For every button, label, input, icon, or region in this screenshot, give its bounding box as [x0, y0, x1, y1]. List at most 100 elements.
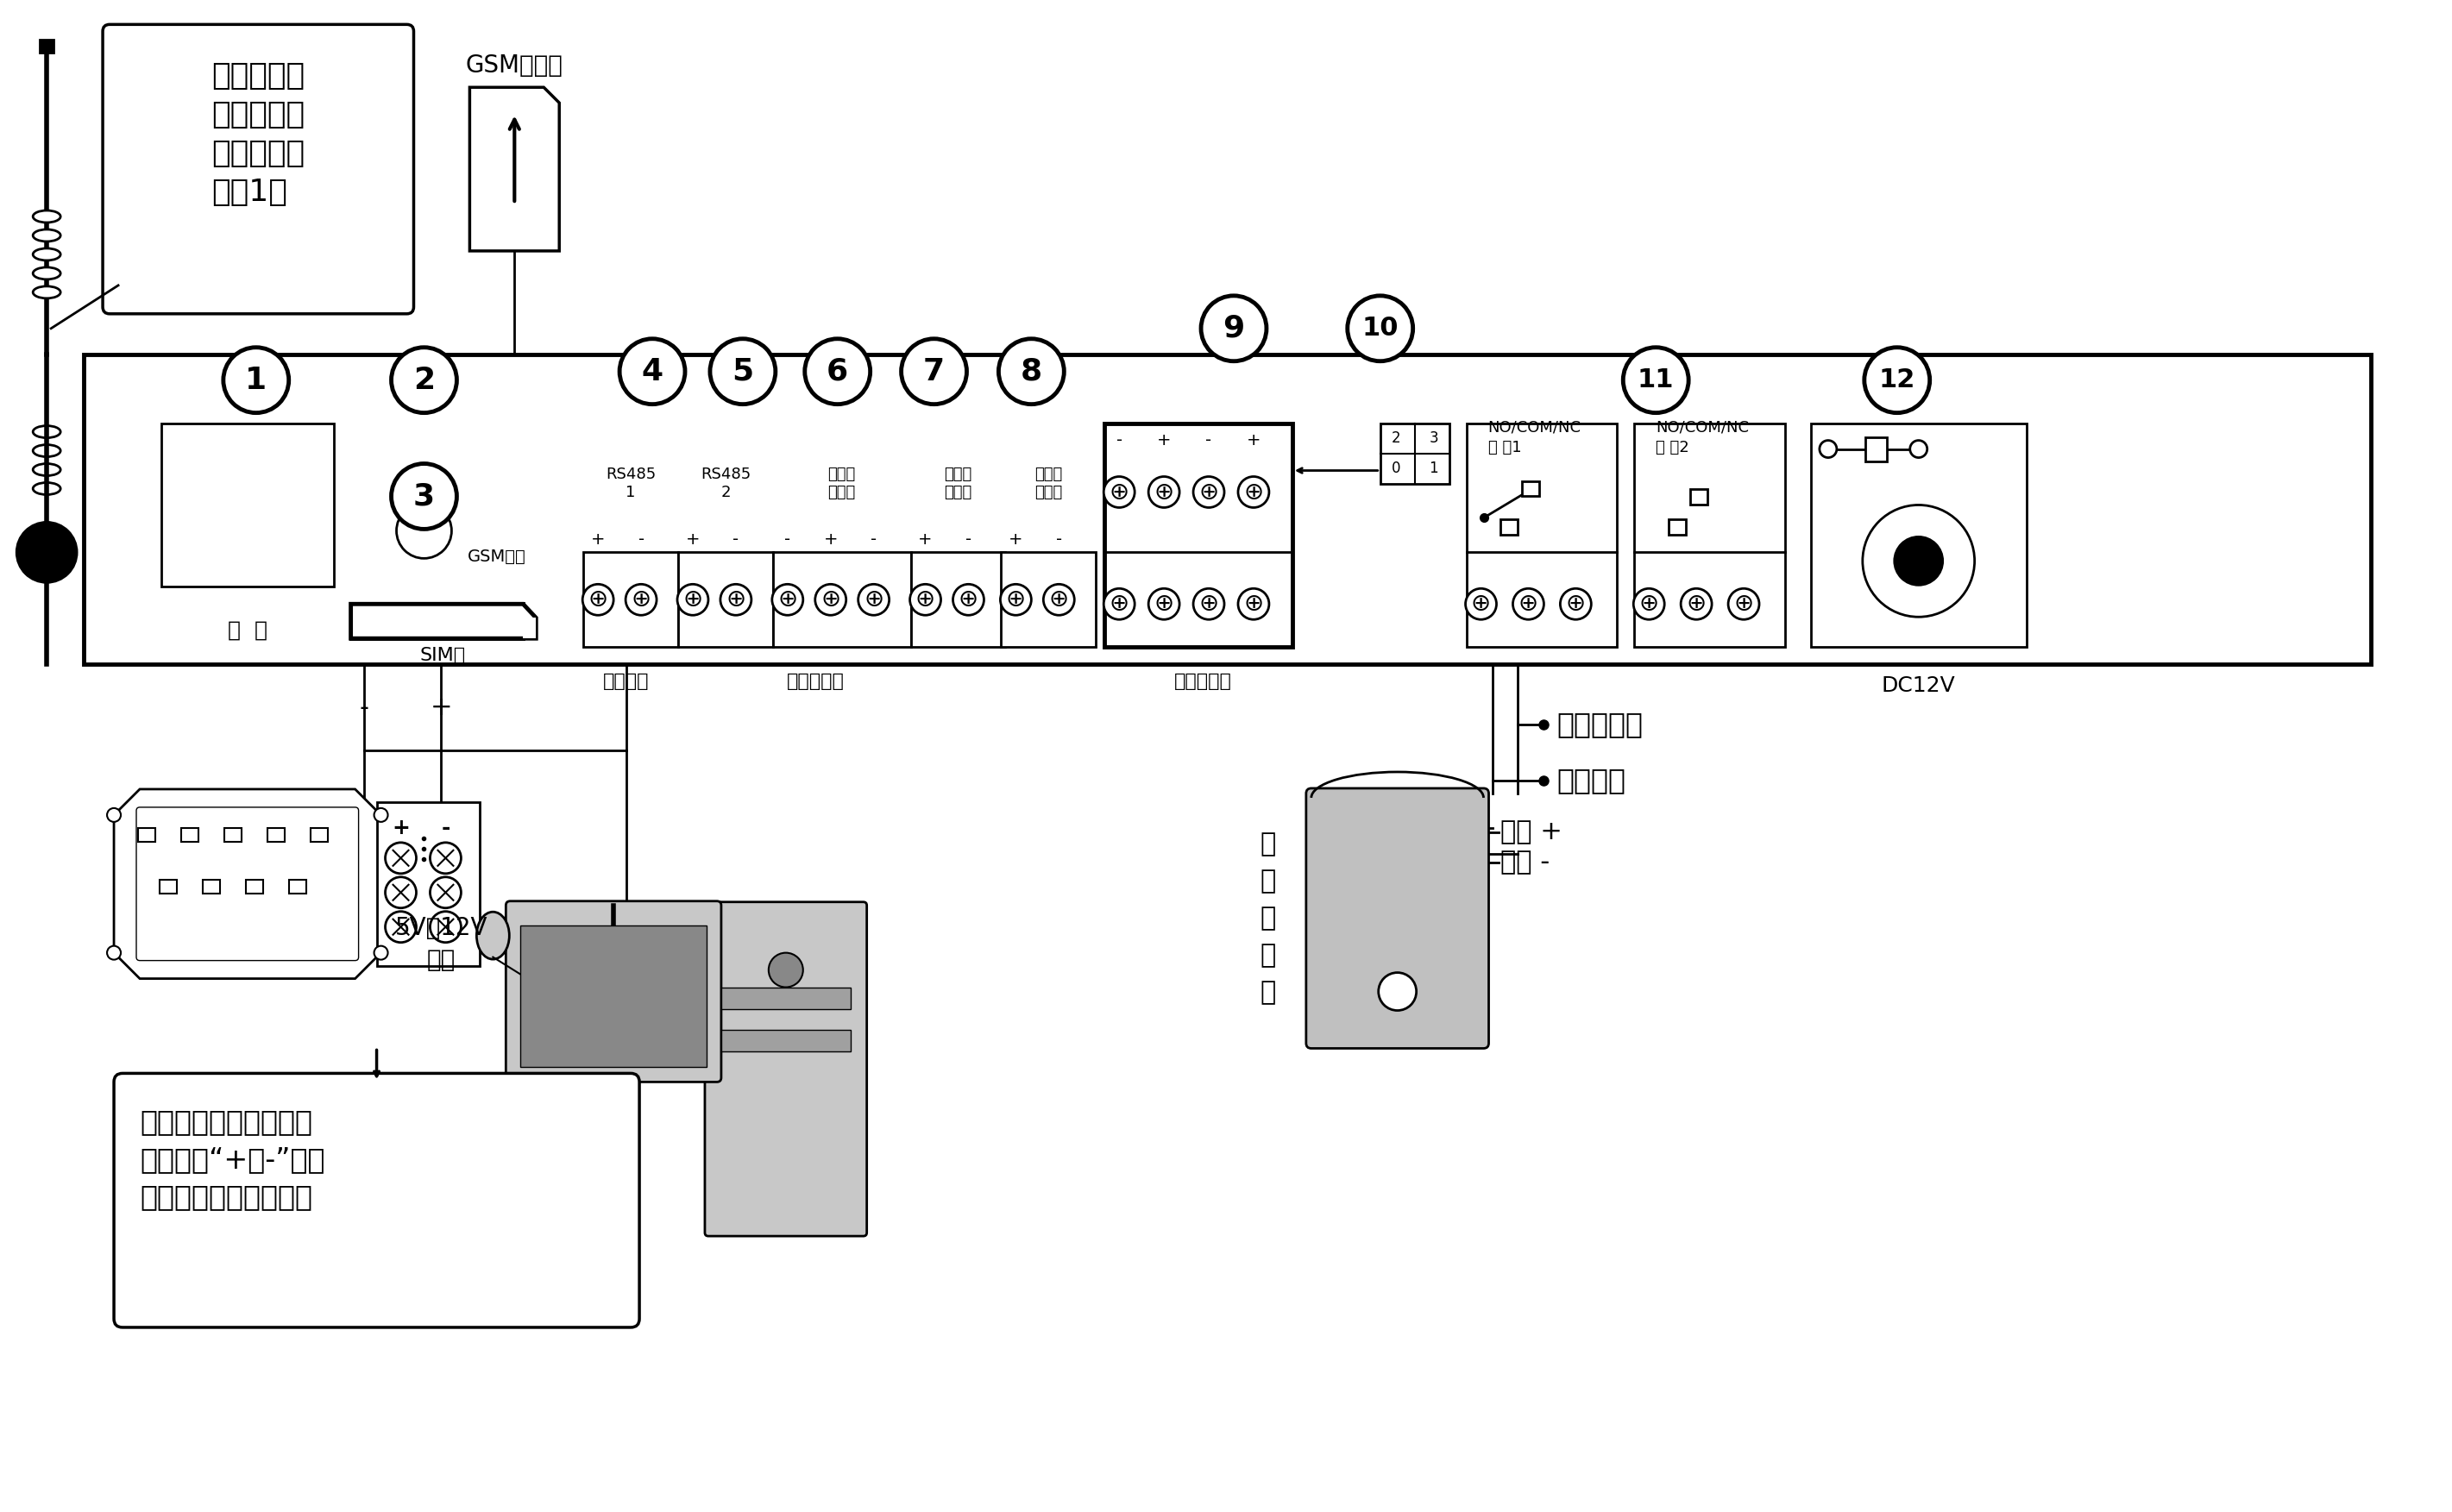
Bar	[1812, 423, 2025, 647]
Circle shape	[1148, 476, 1179, 508]
Text: 3: 3	[1430, 431, 1439, 446]
Text: -: -	[870, 531, 878, 547]
Bar	[267, 829, 284, 842]
FancyBboxPatch shape	[137, 807, 358, 960]
Text: ⊕: ⊕	[588, 588, 608, 612]
Text: -: -	[966, 531, 971, 547]
Circle shape	[625, 584, 657, 615]
Ellipse shape	[32, 230, 61, 242]
Bar	[162, 423, 333, 587]
Circle shape	[711, 339, 775, 404]
Circle shape	[954, 584, 983, 615]
Bar	[522, 618, 537, 638]
Circle shape	[392, 348, 456, 413]
Circle shape	[677, 584, 709, 615]
Circle shape	[1819, 440, 1837, 458]
FancyBboxPatch shape	[113, 1074, 640, 1328]
Circle shape	[767, 953, 804, 987]
Text: RS485
2: RS485 2	[701, 467, 750, 500]
Polygon shape	[113, 789, 380, 978]
Text: +: +	[1246, 432, 1260, 449]
Polygon shape	[351, 603, 537, 638]
Text: DC12V: DC12V	[1881, 676, 1957, 696]
Text: -: -	[785, 531, 790, 547]
Text: +: +	[1008, 531, 1022, 547]
Circle shape	[1895, 537, 1942, 585]
Circle shape	[1194, 588, 1224, 620]
Bar	[181, 829, 199, 842]
Ellipse shape	[32, 464, 61, 476]
Text: GSM手机卡: GSM手机卡	[466, 54, 564, 77]
Text: ⊕: ⊕	[777, 588, 797, 612]
FancyBboxPatch shape	[704, 903, 868, 1237]
Ellipse shape	[32, 248, 61, 260]
Circle shape	[1103, 476, 1135, 508]
Circle shape	[804, 339, 870, 404]
Text: 如需沿长数据线，请注
意两端的“+、-”极，
接反了，数据无法通讯: 如需沿长数据线，请注 意两端的“+、-”极， 接反了，数据无法通讯	[140, 1108, 324, 1211]
Text: 连接电脑: 连接电脑	[603, 673, 650, 689]
Circle shape	[108, 807, 120, 823]
Text: 空调红
外接收: 空调红 外接收	[1035, 467, 1062, 500]
Text: -: -	[1057, 531, 1062, 547]
Bar	[378, 801, 481, 966]
Circle shape	[1466, 588, 1496, 620]
Text: +: +	[1157, 432, 1172, 449]
Bar	[137, 829, 154, 842]
Bar	[1635, 423, 1785, 647]
Circle shape	[1864, 348, 1930, 413]
Text: +: +	[392, 818, 409, 838]
Text: -: -	[441, 818, 451, 838]
FancyBboxPatch shape	[103, 24, 414, 314]
Circle shape	[772, 584, 804, 615]
Bar	[1466, 423, 1616, 647]
Text: NO/COM/NC: NO/COM/NC	[1488, 420, 1582, 435]
Text: 8: 8	[1020, 357, 1042, 386]
Text: 9: 9	[1224, 314, 1246, 343]
Text: ⊕: ⊕	[863, 588, 883, 612]
Circle shape	[1238, 476, 1270, 508]
Text: ⊕: ⊕	[630, 588, 652, 612]
Text: 1: 1	[245, 366, 267, 395]
Bar	[245, 880, 262, 894]
Text: ⊕: ⊕	[1518, 591, 1537, 615]
FancyBboxPatch shape	[505, 901, 721, 1083]
Text: 5: 5	[731, 357, 753, 386]
Bar	[311, 829, 329, 842]
Circle shape	[1000, 584, 1032, 615]
Circle shape	[385, 877, 417, 909]
Bar	[679, 552, 772, 647]
Circle shape	[721, 584, 750, 615]
FancyBboxPatch shape	[1307, 788, 1488, 1048]
Bar	[39, 39, 54, 53]
Text: ⊕: ⊕	[1638, 591, 1660, 615]
Text: +: +	[687, 531, 699, 547]
Bar	[1689, 490, 1707, 505]
Circle shape	[1201, 296, 1268, 361]
Bar	[289, 880, 306, 894]
Text: ⊕: ⊕	[1567, 591, 1586, 615]
Circle shape	[385, 912, 417, 942]
Circle shape	[392, 464, 456, 529]
Bar	[584, 552, 679, 647]
Text: 10: 10	[1361, 316, 1398, 340]
Circle shape	[17, 522, 76, 582]
Text: -: -	[1206, 432, 1211, 449]
Text: -: -	[638, 531, 645, 547]
Text: 0: 0	[1390, 461, 1400, 476]
Circle shape	[1680, 588, 1711, 620]
Bar	[1000, 552, 1096, 647]
Bar	[351, 603, 522, 638]
Circle shape	[1349, 296, 1412, 361]
Text: ⊕: ⊕	[1049, 588, 1069, 612]
Text: 黑线 -: 黑线 -	[1501, 850, 1550, 875]
Text: NO/COM/NC: NO/COM/NC	[1655, 420, 1748, 435]
Circle shape	[998, 339, 1064, 404]
Text: 7: 7	[922, 357, 944, 386]
Text: 声光报警器: 声光报警器	[1557, 711, 1643, 739]
Circle shape	[910, 584, 942, 615]
Circle shape	[429, 912, 461, 942]
Circle shape	[1148, 588, 1179, 620]
Text: +: +	[917, 531, 932, 547]
Ellipse shape	[32, 268, 61, 280]
Text: -: -	[358, 696, 368, 720]
